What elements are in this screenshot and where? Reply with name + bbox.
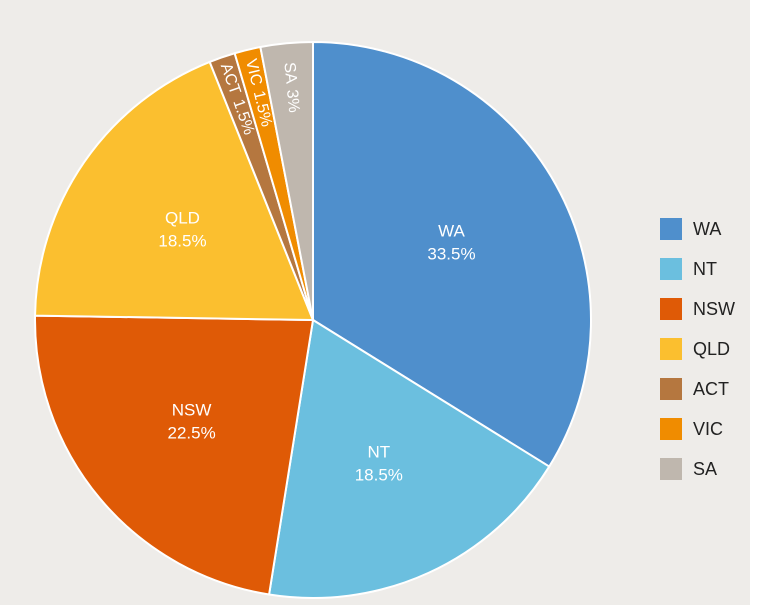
pie-slice — [34, 314, 315, 596]
slice-value: 33.5% — [427, 244, 475, 263]
legend-label: NT — [693, 259, 717, 279]
pie-slice — [267, 318, 551, 599]
legend-swatch — [660, 418, 682, 440]
legend-swatch — [660, 258, 682, 280]
slice-value: 22.5% — [168, 423, 216, 442]
slice-label: QLD — [165, 209, 200, 228]
legend-label: SA — [693, 459, 717, 479]
slice-label: ACT1.5% — [217, 61, 257, 137]
pie-slice — [34, 60, 315, 322]
legend-swatch — [660, 458, 682, 480]
legend-label: QLD — [693, 339, 730, 359]
legend-swatch — [660, 218, 682, 240]
slice-label: NSW — [172, 400, 212, 419]
legend-swatch — [660, 378, 682, 400]
legend-swatch — [660, 298, 682, 320]
pie-slice — [312, 40, 592, 468]
pie-slice — [259, 40, 314, 321]
legend-label: ACT — [693, 379, 729, 399]
slice-value: 18.5% — [158, 232, 206, 251]
legend-label: WA — [693, 219, 721, 239]
slice-label-value: 3% — [283, 89, 302, 114]
slice-label-name: SA — [280, 62, 299, 85]
slice-label: NT — [367, 443, 390, 462]
slice-label-name: VIC — [242, 57, 265, 87]
legend-label: VIC — [693, 419, 723, 439]
legend-label: NSW — [693, 299, 735, 319]
slice-value: 18.5% — [355, 466, 403, 485]
legend-swatch — [660, 338, 682, 360]
slice-label: SA 3% — [280, 62, 302, 114]
slice-label: WA — [438, 221, 465, 240]
